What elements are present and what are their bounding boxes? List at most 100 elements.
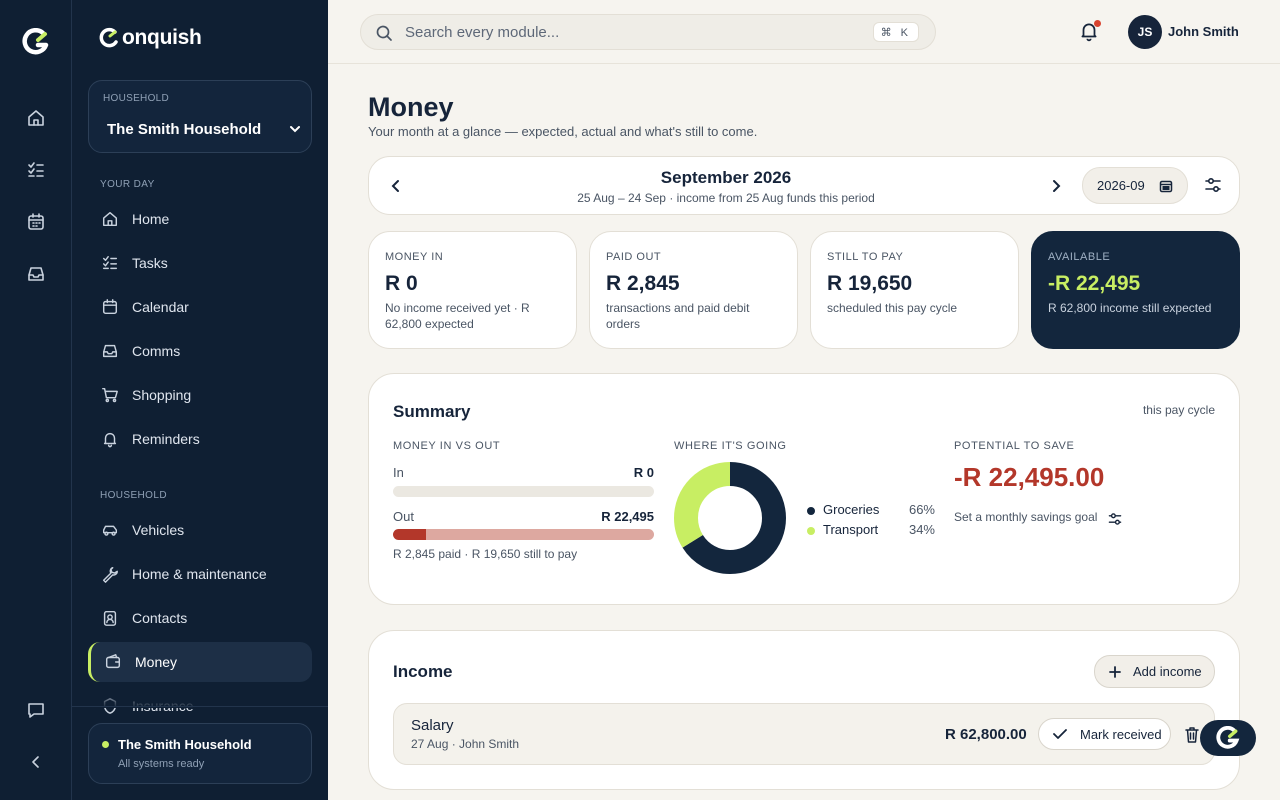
sidebar-item-label: Home (132, 211, 170, 227)
income-amount: R 62,800.00 (945, 726, 1027, 743)
stat-card-still-to-pay: STILL TO PAY R 19,650 scheduled this pay… (810, 231, 1019, 349)
section-label-household: HOUSEHOLD (100, 490, 167, 501)
calendar-icon (100, 297, 120, 317)
top-bar: Search every module... ⌘ K JS John Smith (328, 0, 1280, 64)
sidebar-item-shopping[interactable]: Shopping (88, 375, 312, 415)
page-title: Money (368, 92, 454, 122)
legend-percent: 66% (908, 502, 935, 517)
sidebar-item-comms[interactable]: Comms (88, 331, 312, 371)
in-label: In (393, 465, 404, 480)
sidebar: onquish HOUSEHOLD The Smith Household YO… (72, 0, 328, 800)
rail-inbox-icon[interactable] (22, 260, 50, 288)
stat-card-paid-out: PAID OUT R 2,845 transactions and paid d… (589, 231, 798, 349)
next-period-button[interactable] (1045, 175, 1067, 197)
notification-badge (1094, 20, 1101, 27)
brand-c-icon (99, 27, 118, 48)
rail-collapse-icon[interactable] (22, 748, 50, 776)
legend-name: Transport (823, 522, 879, 537)
legend-name: Groceries (823, 502, 880, 517)
stat-label: MONEY IN (385, 251, 444, 263)
previous-period-button[interactable] (385, 175, 407, 197)
month-picker-input[interactable]: 2026-09 (1082, 167, 1188, 204)
sidebar-item-label: Reminders (132, 431, 200, 447)
sidebar-item-money[interactable]: Money (88, 642, 312, 682)
stat-note: No income received yet · R 62,800 expect… (385, 301, 530, 331)
sidebar-item-vehicles[interactable]: Vehicles (88, 510, 312, 550)
stat-label: AVAILABLE (1048, 251, 1111, 263)
sidebar-item-label: Calendar (132, 299, 189, 315)
household-selector[interactable]: HOUSEHOLD The Smith Household (88, 80, 312, 153)
delete-trash-icon[interactable] (1184, 726, 1200, 744)
income-title: Income (393, 662, 453, 681)
out-progress-bar (393, 529, 654, 540)
out-label: Out (393, 509, 414, 524)
stat-card-available: AVAILABLE -R 22,495 R 62,800 income stil… (1031, 231, 1240, 349)
sidebar-item-contacts[interactable]: Contacts (88, 598, 312, 638)
summary-title: Summary (393, 402, 471, 421)
rail-home-icon[interactable] (22, 104, 50, 132)
period-title: September 2026 (660, 168, 792, 187)
avatar[interactable]: JS (1128, 15, 1162, 49)
legend-dot (807, 507, 815, 515)
sidebar-item-tasks[interactable]: Tasks (88, 243, 312, 283)
out-paid-fill (393, 529, 426, 540)
stat-note: transactions and paid debit orders (606, 301, 750, 331)
assistant-fab-button[interactable] (1200, 720, 1256, 756)
brand-name: onquish (122, 26, 202, 49)
rail-tasks-icon[interactable] (22, 156, 50, 184)
money-in-vs-out-label: MONEY IN VS OUT (393, 440, 501, 452)
income-card: Income Add income Salary 27 Aug · John S… (368, 630, 1240, 790)
home-icon (100, 209, 120, 229)
wallet-icon (103, 652, 123, 672)
app-logo-icon[interactable] (22, 27, 50, 56)
stat-note: scheduled this pay cycle (827, 301, 958, 315)
out-value: R 22,495 (601, 509, 654, 524)
search-input[interactable]: Search every module... ⌘ K (360, 14, 936, 50)
set-savings-goal-link[interactable]: Set a monthly savings goal (954, 510, 1098, 524)
stat-value: R 19,650 (827, 272, 913, 295)
page-subtitle: Your month at a glance — expected, actua… (368, 124, 758, 139)
sidebar-item-home-maintenance[interactable]: Home & maintenance (88, 554, 312, 594)
add-income-label: Add income (1133, 664, 1202, 679)
income-row: Salary 27 Aug · John Smith R 62,800.00 M… (393, 703, 1215, 765)
rail-calendar-icon[interactable] (22, 208, 50, 236)
mark-received-button[interactable]: Mark received (1038, 718, 1171, 750)
check-icon (1053, 729, 1067, 739)
potential-to-save-value: -R 22,495.00 (954, 462, 1105, 492)
spending-donut-chart (674, 462, 786, 574)
chevron-left-icon (391, 180, 399, 192)
user-name[interactable]: John Smith (1168, 24, 1239, 39)
income-meta: 27 Aug · John Smith (411, 737, 520, 751)
notifications-bell-icon[interactable] (1078, 20, 1100, 42)
savings-goal-settings-icon[interactable] (1107, 511, 1123, 527)
income-name: Salary (411, 717, 454, 734)
stat-value: R 0 (385, 272, 418, 295)
section-label-your-day: YOUR DAY (100, 179, 155, 190)
sidebar-item-calendar[interactable]: Calendar (88, 287, 312, 327)
household-status-card[interactable]: The Smith Household All systems ready (88, 723, 312, 784)
add-income-button[interactable]: Add income (1094, 655, 1215, 688)
search-icon (376, 25, 392, 41)
in-value: R 0 (633, 465, 654, 480)
sidebar-item-reminders[interactable]: Reminders (88, 419, 312, 459)
sidebar-item-label: Comms (132, 343, 181, 359)
rail-chat-icon[interactable] (22, 696, 50, 724)
filter-settings-icon[interactable] (1203, 175, 1223, 195)
month-picker-value: 2026-09 (1097, 178, 1145, 193)
stat-card-money-in: MONEY IN R 0 No income received yet · R … (368, 231, 577, 349)
mark-received-label: Mark received (1080, 726, 1162, 742)
sidebar-item-home[interactable]: Home (88, 199, 312, 239)
legend-item-groceries: Groceries 66% (806, 502, 935, 520)
stat-note: R 62,800 income still expected (1048, 301, 1212, 315)
sidebar-scroll-fade (72, 690, 328, 708)
sidebar-divider (72, 706, 328, 707)
status-indicator (102, 741, 109, 748)
chevron-right-icon (1053, 180, 1061, 192)
car-icon (100, 520, 120, 540)
sidebar-item-label: Shopping (132, 387, 192, 403)
legend-percent: 34% (908, 522, 935, 537)
wrench-icon (100, 564, 120, 584)
status-title: The Smith Household (118, 737, 252, 752)
brand-logo[interactable]: onquish (98, 26, 202, 50)
sidebar-item-label: Vehicles (132, 522, 185, 538)
